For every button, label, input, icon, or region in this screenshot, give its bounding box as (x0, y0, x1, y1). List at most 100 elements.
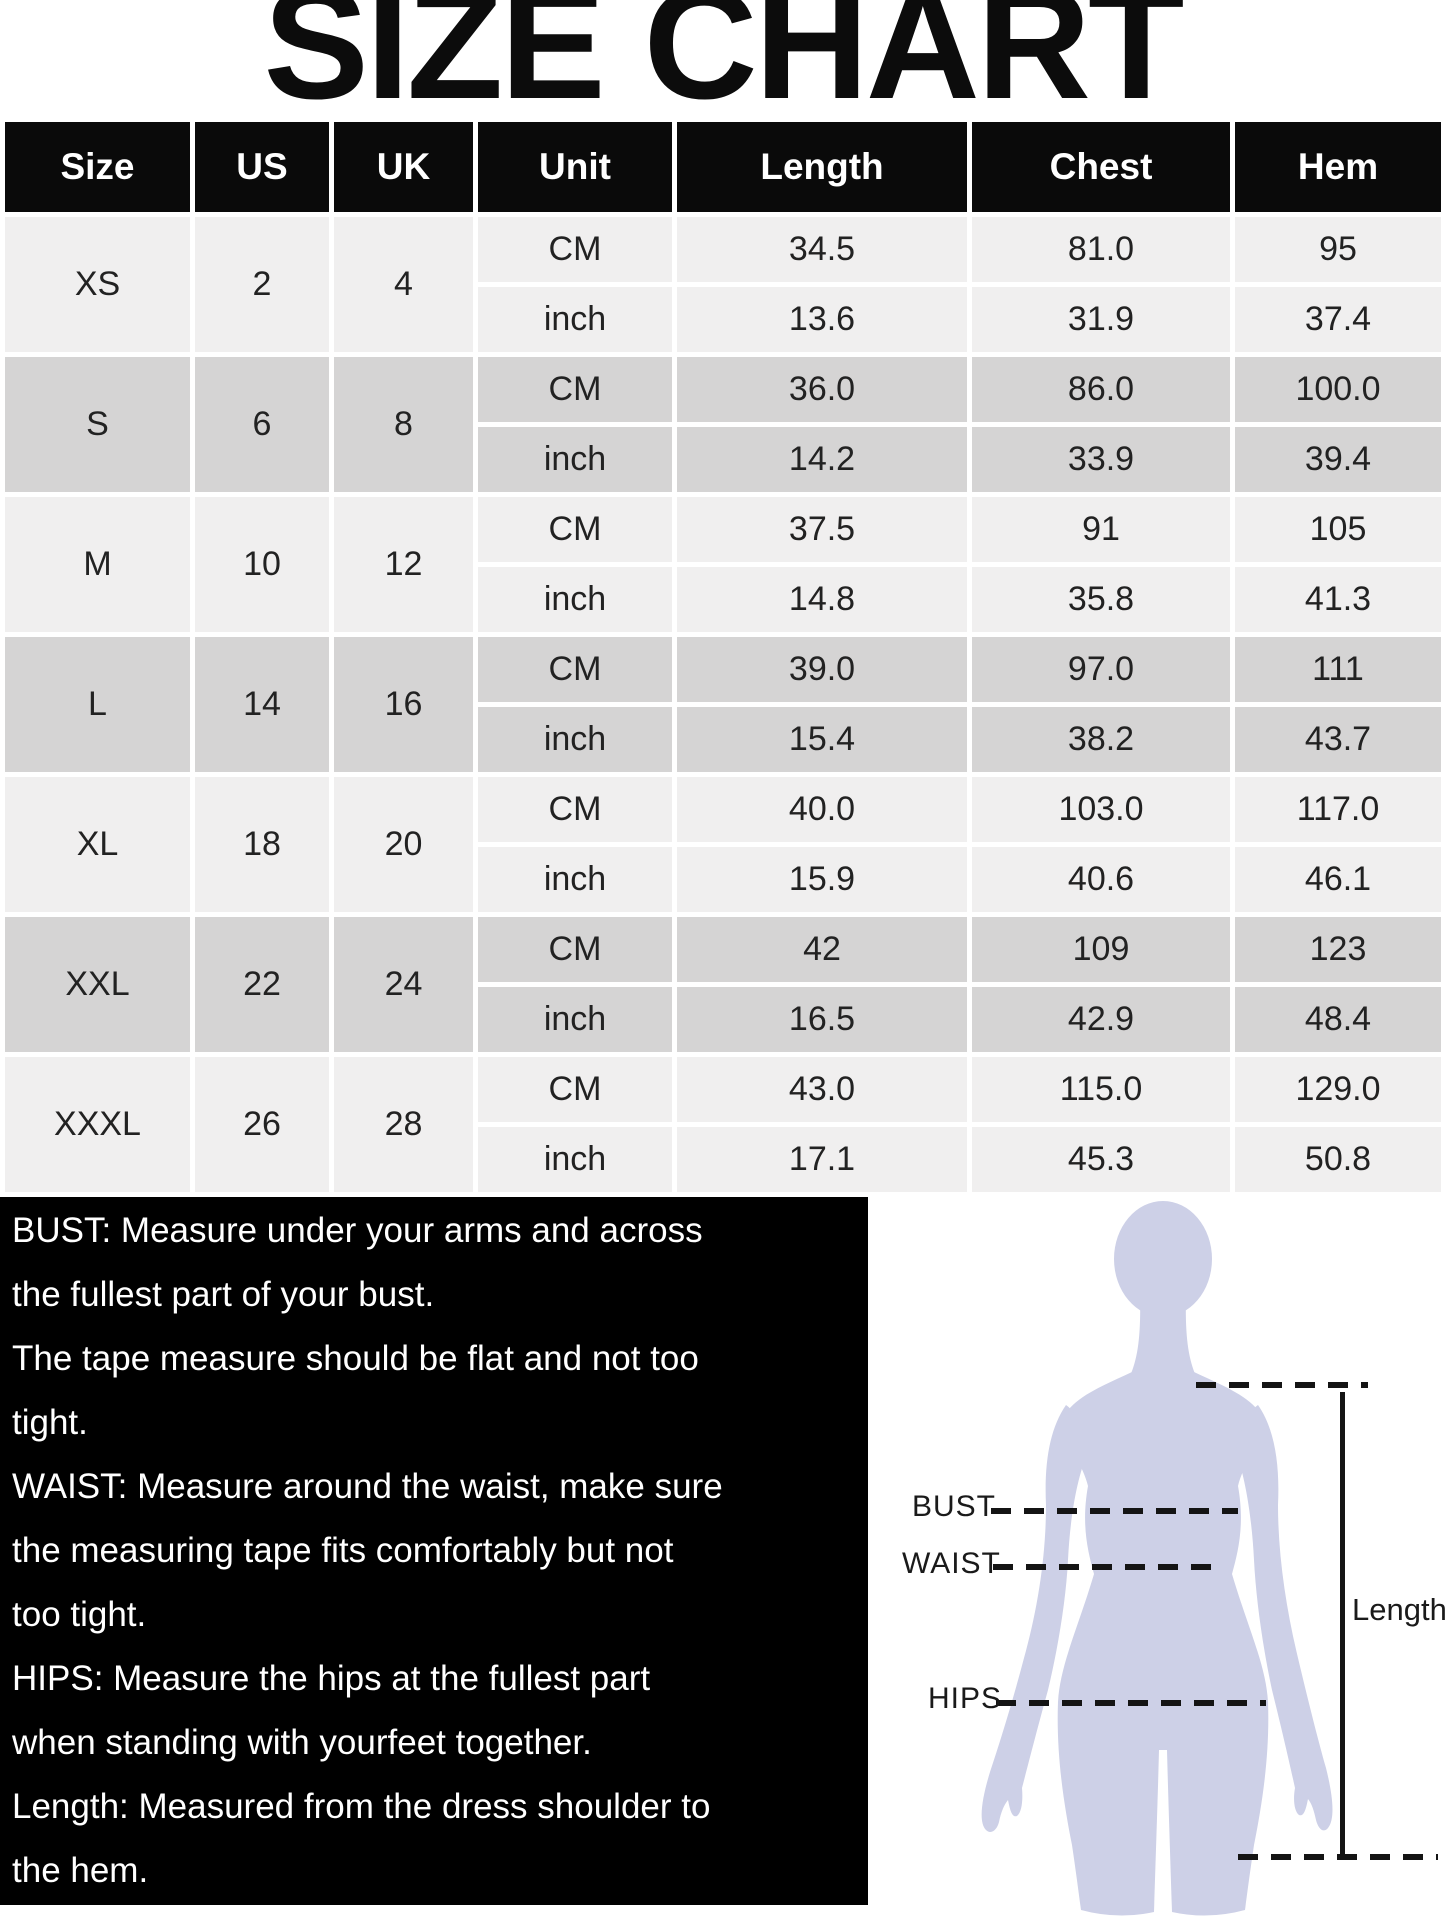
table-row: XS 2 4 CM 34.5 81.0 95 (5, 217, 1441, 352)
column-header-length: Length (677, 122, 967, 212)
unit-cell: inch (478, 287, 672, 352)
hem-inch-cell: 48.4 (1235, 987, 1441, 1052)
us-cell: 14 (195, 637, 329, 772)
unit-cell: inch (478, 987, 672, 1052)
column-header-hem: Hem (1235, 122, 1441, 212)
size-cell: XS (5, 217, 190, 352)
size-cell: S (5, 357, 190, 492)
uk-cell: 8 (334, 357, 473, 492)
column-header-unit: Unit (478, 122, 672, 212)
size-cell: XL (5, 777, 190, 912)
chest-inch-cell: 31.9 (972, 287, 1230, 352)
unit-cell: CM (478, 217, 672, 282)
body-silhouette-figure (981, 1201, 1333, 1916)
unit-cell: CM (478, 917, 672, 982)
us-cell: 2 (195, 217, 329, 352)
chest-inch-cell: 42.9 (972, 987, 1230, 1052)
size-group-m: M 10 12 CM 37.5 91 105 inch 14.8 35.8 41… (5, 497, 1441, 632)
chest-inch-cell: 40.6 (972, 847, 1230, 912)
hem-cm-cell: 100.0 (1235, 357, 1441, 422)
hem-inch-cell: 50.8 (1235, 1127, 1441, 1192)
chest-cm-cell: 103.0 (972, 777, 1230, 842)
size-cell: M (5, 497, 190, 632)
length-inch-cell: 15.4 (677, 707, 967, 772)
unit-cell: CM (478, 497, 672, 562)
size-cell: XXL (5, 917, 190, 1052)
hem-cm-cell: 117.0 (1235, 777, 1441, 842)
table-row: XXL 22 24 CM 42 109 123 (5, 917, 1441, 1052)
table-row: inch 16.5 42.9 48.4 (5, 987, 1441, 1052)
chest-inch-cell: 38.2 (972, 707, 1230, 772)
shoulder-dashed-line (1196, 1382, 1368, 1388)
unit-cell: inch (478, 1127, 672, 1192)
size-group-xxl: XXL 22 24 CM 42 109 123 inch 16.5 42.9 4… (5, 917, 1441, 1052)
table-row: XXXL 26 28 CM 43.0 115.0 129.0 (5, 1057, 1441, 1192)
hem-cm-cell: 95 (1235, 217, 1441, 282)
length-inch-cell: 14.2 (677, 427, 967, 492)
length-inch-cell: 13.6 (677, 287, 967, 352)
length-cm-cell: 39.0 (677, 637, 967, 702)
size-cell: L (5, 637, 190, 772)
chest-cm-cell: 109 (972, 917, 1230, 982)
table-row: L 14 16 CM 39.0 97.0 111 (5, 637, 1441, 772)
length-cm-cell: 42 (677, 917, 967, 982)
waist-dashed-line (993, 1564, 1221, 1570)
chest-cm-cell: 115.0 (972, 1057, 1230, 1122)
table-row: S 6 8 CM 36.0 86.0 100.0 (5, 357, 1441, 492)
size-group-s: S 6 8 CM 36.0 86.0 100.0 inch 14.2 33.9 … (5, 357, 1441, 492)
uk-cell: 28 (334, 1057, 473, 1192)
hem-cm-cell: 129.0 (1235, 1057, 1441, 1122)
hem-inch-cell: 37.4 (1235, 287, 1441, 352)
page-title: SIZE CHART (263, 0, 1185, 132)
table-row: inch 17.1 45.3 50.8 (5, 1127, 1441, 1192)
table-row: inch 13.6 31.9 37.4 (5, 287, 1441, 352)
length-cm-cell: 36.0 (677, 357, 967, 422)
chest-inch-cell: 35.8 (972, 567, 1230, 632)
hem-dashed-line (1238, 1854, 1438, 1860)
us-cell: 22 (195, 917, 329, 1052)
size-group-xxxl: XXXL 26 28 CM 43.0 115.0 129.0 inch 17.1… (5, 1057, 1441, 1192)
size-group-xl: XL 18 20 CM 40.0 103.0 117.0 inch 15.9 4… (5, 777, 1441, 912)
uk-cell: 16 (334, 637, 473, 772)
length-cm-cell: 37.5 (677, 497, 967, 562)
length-cm-cell: 43.0 (677, 1057, 967, 1122)
uk-cell: 4 (334, 217, 473, 352)
uk-cell: 12 (334, 497, 473, 632)
length-vertical-line (1340, 1392, 1345, 1854)
length-label: Length (1352, 1592, 1445, 1627)
length-cm-cell: 34.5 (677, 217, 967, 282)
length-inch-cell: 17.1 (677, 1127, 967, 1192)
instructions-text: BUST: Measure under your arms and across… (12, 1211, 723, 1890)
size-group-xs: XS 2 4 CM 34.5 81.0 95 inch 13.6 31.9 37… (5, 217, 1441, 352)
hem-inch-cell: 43.7 (1235, 707, 1441, 772)
hips-dashed-line (996, 1700, 1266, 1706)
table-row: XL 18 20 CM 40.0 103.0 117.0 (5, 777, 1441, 912)
unit-cell: CM (478, 357, 672, 422)
torso-legs-shape (1057, 1372, 1269, 1916)
us-cell: 18 (195, 777, 329, 912)
length-cm-cell: 40.0 (677, 777, 967, 842)
size-chart-table: Size US UK Unit Length Chest Hem XS 2 4 … (0, 117, 1445, 1197)
waist-label: WAIST (902, 1547, 1001, 1580)
column-header-uk: UK (334, 122, 473, 212)
bust-dashed-line (991, 1508, 1238, 1514)
uk-cell: 24 (334, 917, 473, 1052)
us-cell: 10 (195, 497, 329, 632)
table-row: inch 14.8 35.8 41.3 (5, 567, 1441, 632)
unit-cell: inch (478, 567, 672, 632)
head-shape (1114, 1201, 1212, 1317)
measurement-instructions: BUST: Measure under your arms and across… (0, 1197, 868, 1905)
hem-cm-cell: 105 (1235, 497, 1441, 562)
right-arm-shape (1236, 1405, 1333, 1831)
length-inch-cell: 15.9 (677, 847, 967, 912)
hem-inch-cell: 46.1 (1235, 847, 1441, 912)
chest-inch-cell: 45.3 (972, 1127, 1230, 1192)
size-cell: XXXL (5, 1057, 190, 1192)
column-header-size: Size (5, 122, 190, 212)
table-row: inch 14.2 33.9 39.4 (5, 427, 1441, 492)
us-cell: 26 (195, 1057, 329, 1192)
unit-cell: inch (478, 847, 672, 912)
length-inch-cell: 16.5 (677, 987, 967, 1052)
chest-cm-cell: 86.0 (972, 357, 1230, 422)
